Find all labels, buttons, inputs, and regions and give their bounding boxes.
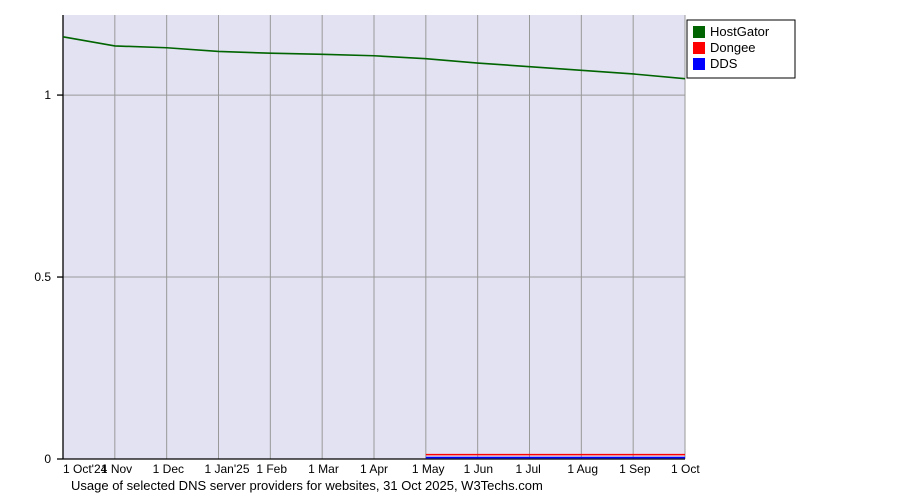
y-axis-label-0: 0: [44, 452, 51, 466]
legend-label-hostgator: HostGator: [710, 24, 770, 39]
y-axis-ticks: 00.51: [34, 88, 51, 466]
chart-caption: Usage of selected DNS server providers f…: [71, 478, 543, 493]
x-axis-label-8: 1 Jun: [464, 462, 493, 476]
legend-swatch-dongee: [693, 42, 705, 54]
x-axis-label-11: 1 Sep: [619, 462, 651, 476]
x-axis-label-1: 1 Nov: [101, 462, 132, 476]
y-axis-label-1: 1: [44, 88, 51, 102]
legend-swatch-hostgator: [693, 26, 705, 38]
x-axis-label-3: 1 Jan'25: [205, 462, 250, 476]
x-axis-label-6: 1 Apr: [360, 462, 388, 476]
x-axis-ticks: 1 Oct'241 Nov 1 Dec 1 Jan'25 1 Feb 1 Mar 1 Ap…: [63, 462, 700, 476]
x-axis-label-4: 1 Feb: [256, 462, 287, 476]
legend-label-dongee: Dongee: [710, 40, 756, 55]
x-axis-label-10: 1 Aug: [567, 462, 598, 476]
chart-container: 0 0.5 1 1 Oct'24 1 Nov 1 Dec 1 Jan'25 1 Feb 1 M…: [0, 0, 900, 500]
x-axis-label-7: 1 May: [412, 462, 445, 476]
x-axis-label-12: 1 Oct: [671, 462, 700, 476]
legend-swatch-dds: [693, 58, 705, 70]
legend-label-dds: DDS: [710, 56, 738, 71]
dns-usage-chart: 00.51 1 Oct'241 Nov 1 Dec 1 Jan'25 1 Feb 1 M…: [0, 0, 900, 500]
x-axis-label-9: 1 Jul: [516, 462, 541, 476]
legend-box-group: HostGator Dongee DDS: [687, 20, 795, 78]
x-axis-label-5: 1 Mar: [308, 462, 339, 476]
x-axis-label-2: 1 Dec: [153, 462, 184, 476]
y-axis-label-0.5: 0.5: [34, 270, 51, 284]
